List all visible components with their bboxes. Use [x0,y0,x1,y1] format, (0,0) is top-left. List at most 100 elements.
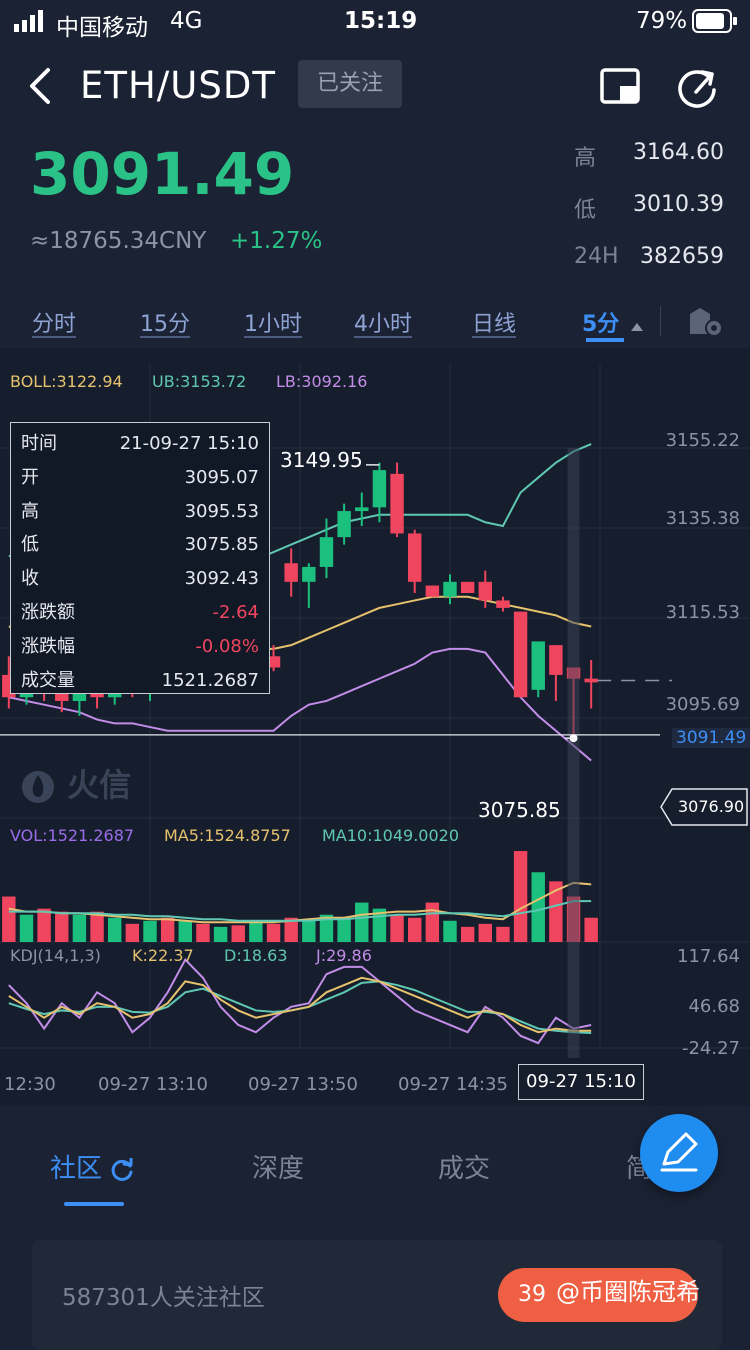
tooltip-row: 收 3092.43 [21,564,259,594]
chart-settings-icon[interactable] [688,304,724,336]
price-axis-label: 3135.38 [665,508,740,529]
boll-lb-value: LB:3092.16 [276,372,368,391]
tooltip-value: -2.64 [212,602,259,623]
price-axis-label: 3095.69 [665,694,740,715]
tab-timeline[interactable]: 分时 [32,312,77,337]
volume-bar [19,914,34,942]
volume-bar [90,911,104,942]
signal-icon [14,10,43,32]
low-marker: 3075.85 [478,798,561,822]
volume-bar [37,908,51,942]
tab-community[interactable]: 社区 [50,1148,134,1185]
high-value: 3164.60 [633,140,724,165]
boll-lower-line [8,647,592,762]
pencil-icon [660,1132,698,1172]
tooltip-value: 21-09-27 15:10 [119,433,259,454]
boll-value: BOLL:3122.94 [10,372,123,391]
clock: 15:19 [344,8,418,34]
community-join-button[interactable]: 39 [498,1268,698,1322]
candle-body [443,581,457,597]
volume-bar [266,923,281,942]
candle-body [284,563,298,582]
tooltip-label: 收 [21,568,39,590]
tab-15min[interactable]: 15分 [140,312,190,337]
tooltip-label: 时间 [21,433,57,454]
volume-bar [337,917,351,942]
change-percent: +1.27% [230,228,323,254]
volume-bar [531,872,545,942]
volume-bar [72,914,87,942]
tab-1hour[interactable]: 1小时 [244,312,302,337]
volume-bar [213,926,228,942]
volume-bar [302,920,316,942]
tooltip-value: 3075.85 [184,534,259,556]
community-card: 587301人关注社区 39 [32,1240,722,1350]
volume-bar [496,926,510,942]
kdj-j-value: J:29.86 [316,946,372,965]
volume-bar [584,917,598,942]
volume-bar [55,911,69,942]
candle-body [531,641,545,690]
refresh-icon[interactable] [110,1157,134,1182]
tab-trades[interactable]: 成交 [438,1154,491,1184]
high-marker: 3149.95 [280,448,363,472]
tab-5min[interactable]: 5分 [582,306,643,338]
current-price-tag: 3091.49 [672,728,750,748]
kdj-label: KDJ(14,1,3) [10,946,101,965]
header: ETH/USDT 已关注 [0,44,750,128]
volume-bar [143,920,157,942]
tooltip-value: 3095.53 [184,500,259,522]
volume-bar [178,920,192,942]
candle-body [55,693,69,701]
tab-daily[interactable]: 日线 [472,312,517,337]
crosshair-price-value: 3076.90 [678,797,745,816]
tooltip-label: 低 [21,534,39,556]
bottom-tabs: 社区 深度 成交 简 [0,1122,750,1208]
kdj-k-value: K:22.37 [132,946,194,965]
community-followers: 587301人关注社区 [62,1285,265,1311]
volume-bar [425,902,440,942]
caret-down-icon [630,323,643,331]
huoxin-logo: 火信 [20,760,131,806]
tab-community-label: 社区 [50,1154,103,1184]
tooltip-label: 涨跌额 [21,602,75,623]
volume-bar [408,917,422,942]
logo-text: 火信 [67,766,132,804]
volume-bar [160,917,175,942]
picture-in-picture-icon[interactable] [600,68,642,106]
tab-5min-label: 5分 [582,312,620,337]
kdj-lines [8,957,592,1045]
volume-bar [319,914,334,942]
high-label: 高 [574,146,597,171]
candle-body [72,689,87,701]
price-cny: ≈18765.34CNY [30,228,207,254]
candle-body [425,585,440,597]
volume-bar [549,881,563,942]
candle-tooltip: 时间 21-09-27 15:10 开 3095.07 高 3095.53 低 3075.85… [10,422,270,694]
candle-body [372,470,387,508]
tooltip-row: 低 3075.85 [21,530,259,560]
volume-bar [443,920,457,942]
candle-body [390,473,404,534]
kdj-axis-label: -24.27 [681,1038,740,1059]
share-icon[interactable] [676,66,720,110]
tooltip-label: 成交量 [21,669,75,691]
low-label: 低 [574,198,597,223]
tab-4hour[interactable]: 4小时 [354,312,412,337]
pair-title: ETH/USDT [80,64,276,107]
candle-body [266,656,281,668]
active-tab-indicator [586,338,624,342]
follow-button[interactable]: 已关注 [298,60,402,108]
time-axis-label: 12:30 [4,1074,56,1095]
compose-button[interactable] [640,1114,718,1192]
network-label: 4G [170,8,203,34]
chart-area[interactable]: BOLL:3122.94 UB:3153.72 LB:3092.16 3155.… [0,348,750,1106]
bottom-tab-indicator [64,1202,124,1206]
volume-bar [390,914,404,942]
tooltip-row: 开 3095.07 [21,463,259,493]
last-price: 3091.49 [30,140,295,208]
back-arrow-icon[interactable] [26,66,56,106]
volume-bar [108,917,122,942]
candle-body [408,533,422,582]
tab-depth[interactable]: 深度 [252,1154,305,1184]
